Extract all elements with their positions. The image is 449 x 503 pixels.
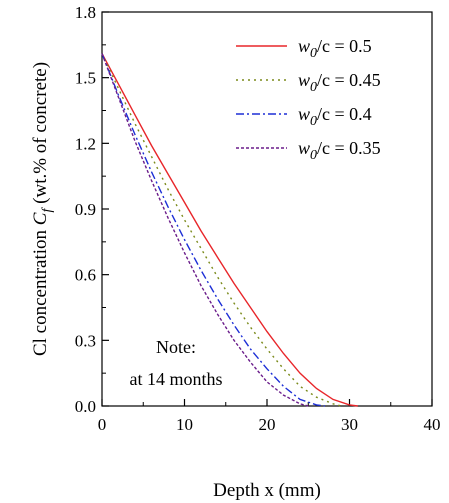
series-line-1 — [101, 53, 358, 407]
y-axis-title-suffix: (wt.% of concrete) — [30, 62, 51, 209]
y-axis-title-var: C — [30, 212, 51, 225]
x-axis-title: Depth x (mm) — [213, 480, 321, 501]
series-line-4 — [101, 53, 309, 407]
legend-label-3: w0/c = 0.4 — [298, 104, 372, 129]
series-lines — [101, 53, 358, 407]
y-tick-label: 0.6 — [75, 266, 96, 285]
legend: w0/c = 0.5 w0/c = 0.45 w0/c = 0.4 w0/c = 0.… — [236, 36, 381, 163]
y-tick-label: 0.9 — [75, 200, 96, 219]
y-axis-title-sub: f — [40, 207, 55, 213]
x-tick-label: 20 — [259, 415, 276, 434]
x-tick-label: 10 — [176, 415, 193, 434]
legend-label-2: w0/c = 0.45 — [298, 70, 381, 95]
x-tick-label: 0 — [98, 415, 107, 434]
y-axis: 0.0 0.3 0.6 0.9 1.2 1.5 1.8 — [75, 3, 109, 416]
y-tick-label: 0.0 — [75, 397, 96, 416]
y-tick-label: 0.3 — [75, 331, 96, 350]
x-tick-label: 30 — [341, 415, 358, 434]
y-tick-label: 1.8 — [75, 3, 96, 22]
x-tick-label: 40 — [424, 415, 441, 434]
y-axis-title-prefix: Cl concentration — [30, 225, 51, 356]
y-tick-label: 1.2 — [75, 134, 96, 153]
annotation-line-1: Note: — [156, 337, 196, 357]
series-line-3 — [101, 53, 325, 407]
y-axis-title: Cl concentration Cf (wt.% of concrete) — [30, 62, 55, 356]
legend-label-4: w0/c = 0.35 — [298, 138, 381, 163]
annotation-line-2: at 14 months — [130, 369, 223, 389]
legend-label-1: w0/c = 0.5 — [298, 36, 372, 61]
y-tick-label: 1.5 — [75, 69, 96, 88]
